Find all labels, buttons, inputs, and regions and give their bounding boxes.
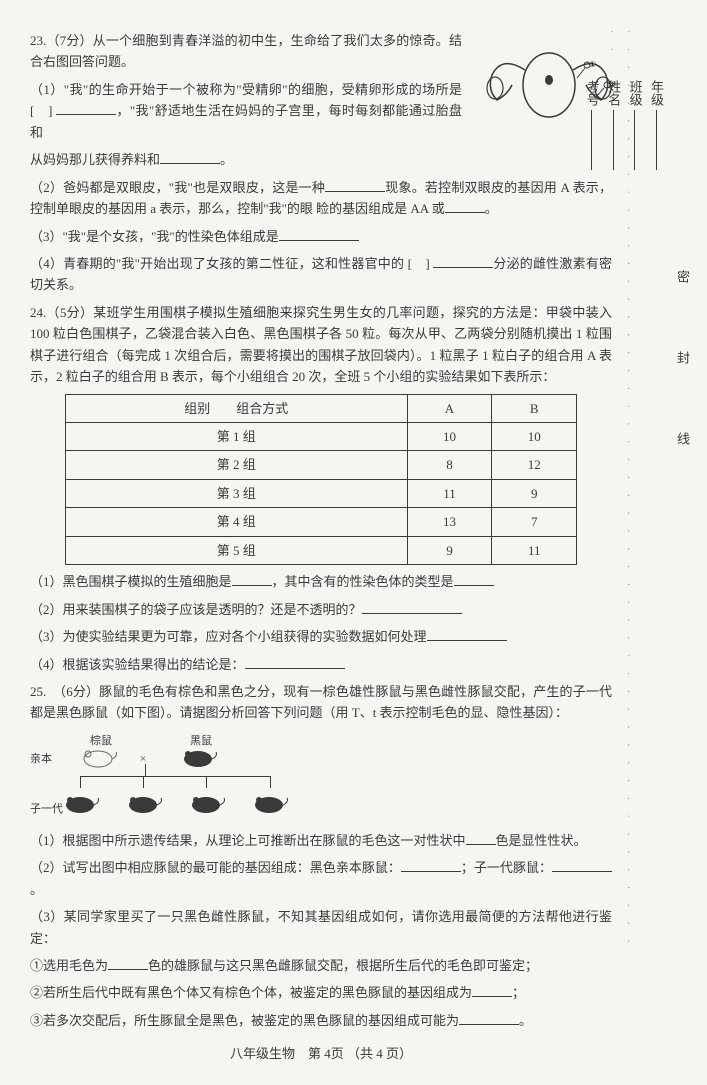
blank [56,101,116,115]
blank [472,983,512,997]
name-label: 姓名 [603,80,624,106]
q25-3-3: ③若多次交配后，所生豚鼠全是黑色，被鉴定的黑色豚鼠的基因组成可能为。 [30,1010,612,1031]
label-f1: 子一代 [30,800,63,818]
blank [160,150,220,164]
page-footer: 八年级生物 第 4页 （共 4 页） [30,1043,612,1064]
q23-3: （3）"我"是个女孩，"我"的性染色体组成是 [30,226,612,247]
q24-3: （3）为使实验结果更为可靠，应对各个小组获得的实验数据如何处理 [30,626,612,647]
blank [454,572,494,586]
blank [232,572,272,586]
q24-1: （1）黑色围棋子模拟的生殖细胞是，其中含有的性染色体的类型是 [30,571,612,592]
blank [362,600,462,614]
q25-2: （2）试写出图中相应豚鼠的最可能的基因组成：黑色亲本豚鼠：；子一代豚鼠：。 [30,857,612,900]
q23-4: （4）青春期的"我"开始出现了女孩的第二性征，这和性器官中的 [ ] 分泌的雌性… [30,253,612,296]
th: B [492,394,577,422]
q25-3: （3）某同学家里买了一只黑色雌性豚鼠，不知其基因组成如何，请你选用最简便的方法帮… [30,906,612,949]
number-label: 考号 [581,80,602,106]
q24-stem: 24.（5分）某班学生用围棋子模拟生殖细胞来探究生男生女的几率问题，探究的方法是… [30,302,612,388]
genetics-diagram: 亲本 子一代 棕鼠 黑鼠 × [30,732,310,822]
blank [427,627,507,641]
q23-2: （2）爸妈都是双眼皮，"我"也是双眼皮，这是一种现象。若控制双眼皮的基因用 A … [30,177,612,220]
q23-1b: 从妈妈那儿获得养料和。 [30,149,612,170]
table-header-row: 组别 组合方式 A B [65,394,576,422]
q24-4: （4）根据该实验结果得出的结论是： [30,654,612,675]
table-row: 第 1 组1010 [65,423,576,451]
table-row: 第 4 组137 [65,508,576,536]
mouse-icon [180,744,218,768]
mouse-icon [251,790,289,814]
class-label: 班级 [624,80,645,106]
blank [245,655,345,669]
q25-stem: 25. （6分）豚鼠的毛色有棕色和黑色之分，现有一棕色雄性豚鼠与黑色雌性豚鼠交配… [30,681,612,724]
mouse-icon [125,790,163,814]
blank [445,199,485,213]
blank [459,1011,519,1025]
svg-text:①: ① [589,60,596,69]
q25-3-2: ②若所生后代中既有黑色个体又有棕色个体，被鉴定的黑色豚鼠的基因组成为； [30,982,612,1003]
table-row: 第 3 组119 [65,479,576,507]
blank [401,858,461,872]
blank [466,831,496,845]
th: A [407,394,492,422]
mouse-icon [188,790,226,814]
q25-1: （1）根据图中所示遗传结果，从理论上可推断出在豚鼠的毛色这一对性状中色是显性性状… [30,830,612,851]
blank [108,956,148,970]
q25-3-1: ①选用毛色为色的雄豚鼠与这只黑色雌豚鼠交配，根据所生后代的毛色即可鉴定； [30,955,612,976]
q23-text: 23.（7分）从一个细胞到青春洋溢的初中生，生命给了我们太多的惊奇。结合右图回答… [30,33,462,69]
seal-line-text: 密 封 线 [672,270,693,459]
table-row: 第 2 组812 [65,451,576,479]
blank [325,178,385,192]
table-row: 第 5 组911 [65,536,576,564]
label-parent: 亲本 [30,750,52,768]
th: 组别 组合方式 [65,394,407,422]
mouse-icon [62,790,100,814]
q24-table: 组别 组合方式 A B 第 1 组1010 第 2 组812 第 3 组119 … [65,394,577,566]
q24-2: （2）用来装围棋子的袋子应该是透明的？还是不透明的？ [30,599,612,620]
binding-margin: 年级 班级 姓名 考号 [581,80,667,900]
grade-label: 年级 [646,80,667,106]
mouse-icon [80,744,118,768]
blank [279,227,359,241]
blank [433,254,493,268]
